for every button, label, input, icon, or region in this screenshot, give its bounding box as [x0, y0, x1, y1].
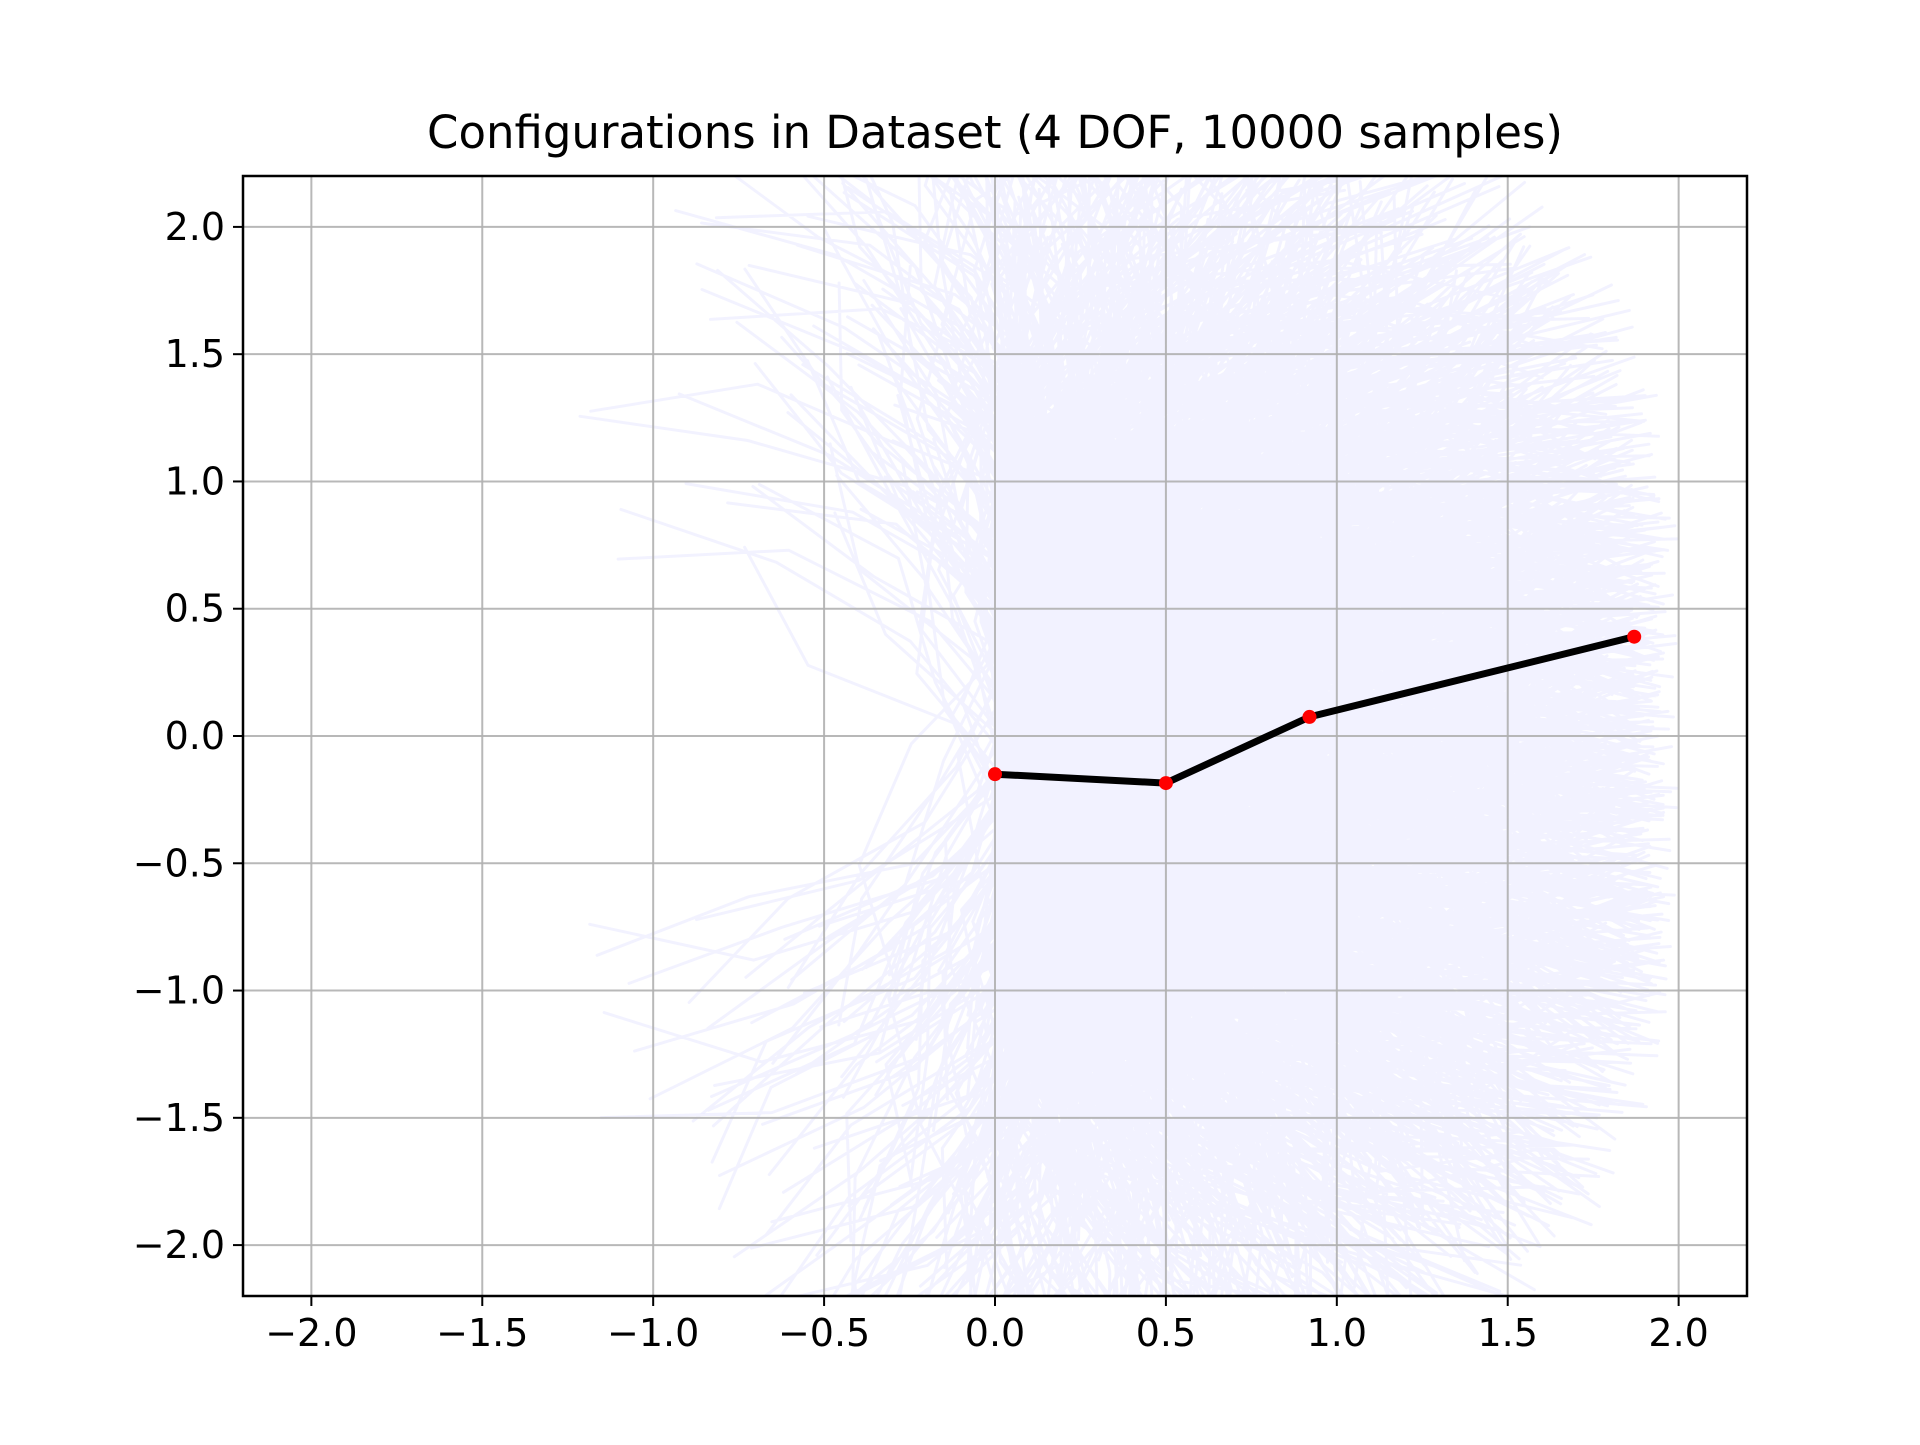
x-tick-label: 2.0	[1648, 1311, 1708, 1355]
grid	[243, 176, 1747, 1296]
x-tick-label: −1.0	[607, 1311, 699, 1355]
y-tick-label: 2.0	[165, 205, 225, 249]
chart-title: Configurations in Dataset (4 DOF, 10000 …	[427, 106, 1563, 159]
y-tick-label: −1.0	[133, 969, 225, 1013]
x-tick-label: 0.0	[965, 1311, 1025, 1355]
y-tick-label: −0.5	[133, 841, 225, 885]
axis-ticks: −2.0 −1.5 −1.0 −0.5 0.0 0.5 1.0 1.5 2.0 −2.0 −1.5 −…	[133, 205, 1709, 1355]
y-tick-label: −2.0	[133, 1223, 225, 1267]
joint-point	[1158, 776, 1173, 791]
joint-point	[988, 767, 1002, 782]
x-tick-label: −2.0	[265, 1311, 357, 1355]
highlighted-configuration	[988, 629, 1642, 791]
y-tick-label: 1.5	[165, 332, 225, 376]
sample-arm-paths	[578, 176, 1679, 1296]
x-tick-label: −1.5	[436, 1311, 528, 1355]
joint-point	[1627, 629, 1642, 644]
highlighted-arm-line	[991, 633, 1638, 787]
x-tick-label: 1.0	[1307, 1311, 1367, 1355]
x-tick-label: 0.5	[1136, 1311, 1196, 1355]
y-tick-label: 1.0	[165, 459, 225, 503]
x-tick-label: 1.5	[1478, 1311, 1538, 1355]
sample-configurations	[578, 176, 1679, 1296]
y-tick-label: 0.5	[165, 587, 225, 631]
y-tick-label: 0.0	[165, 714, 225, 758]
joint-point	[1302, 709, 1317, 724]
y-tick-label: −1.5	[133, 1096, 225, 1140]
x-tick-label: −0.5	[778, 1311, 870, 1355]
